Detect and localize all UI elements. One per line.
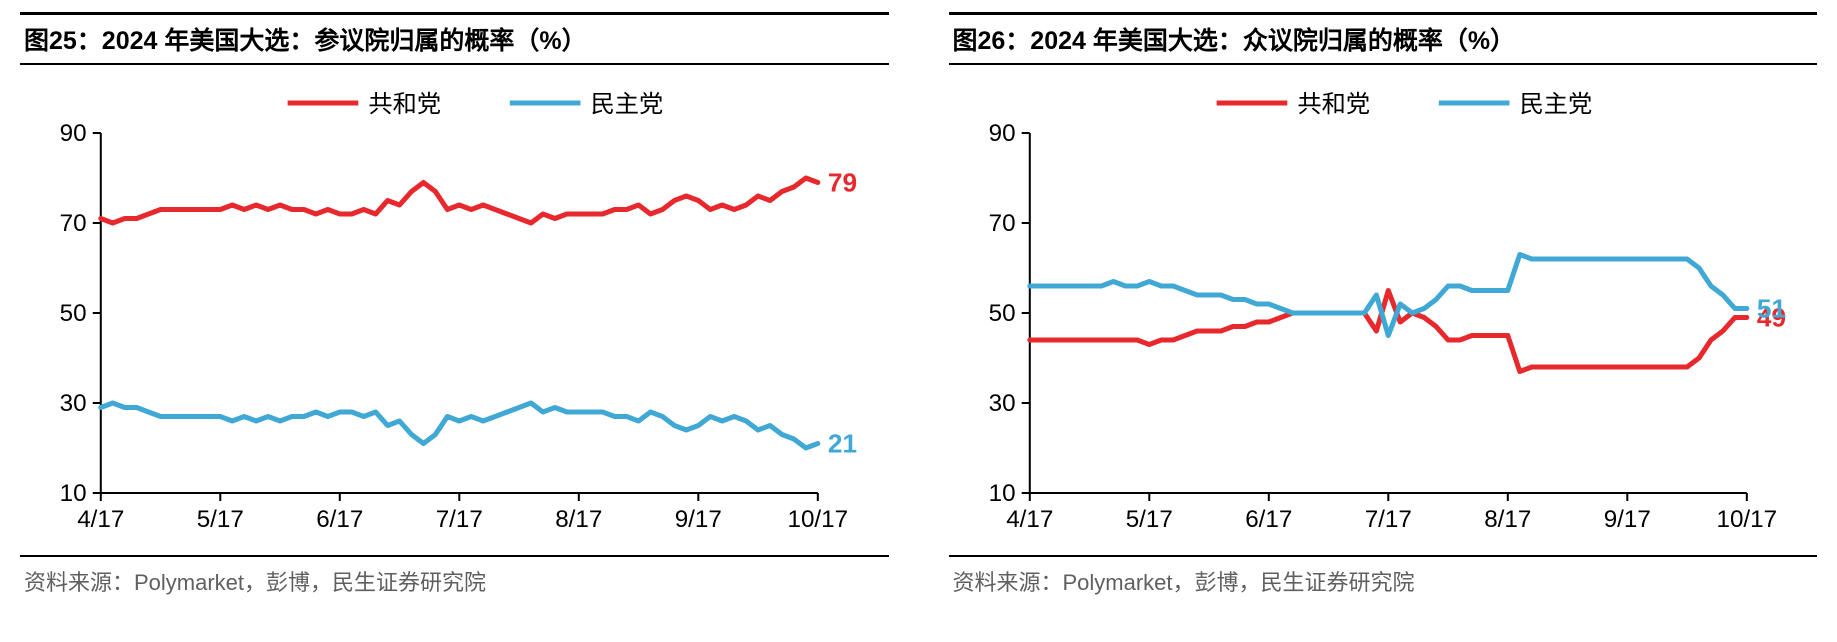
chart25-svg: 10 30 50 70 90 4/17 5/17 6/17 7/17 8/17 9/17 10/17 7…	[20, 73, 889, 543]
x-tick-label: 8/17	[555, 506, 602, 533]
x-tick-label: 9/17	[1603, 506, 1650, 533]
x-tick-label: 5/17	[197, 506, 244, 533]
x-tick-label: 8/17	[1484, 506, 1531, 533]
x-tick-label: 7/17	[1364, 506, 1411, 533]
y-tick-label: 70	[60, 210, 87, 237]
y-tick-label: 10	[988, 480, 1015, 507]
x-tick-label: 6/17	[1245, 506, 1292, 533]
panels-container: 图25：2024 年美国大选：参议院归属的概率（%） 10 30 50 70 90 4/1…	[20, 12, 1817, 597]
x-tick-label: 10/17	[787, 506, 848, 533]
y-tick-label: 50	[60, 300, 87, 327]
series-line-民主党	[101, 403, 818, 448]
chart25-title: 图25：2024 年美国大选：参议院归属的概率（%）	[20, 12, 889, 65]
y-tick-label: 50	[988, 300, 1015, 327]
chart25-area: 10 30 50 70 90 4/17 5/17 6/17 7/17 8/17 9/17 10/17 7…	[20, 73, 889, 543]
x-tick-label: 10/17	[1716, 506, 1777, 533]
x-tick-label: 4/17	[77, 506, 124, 533]
y-tick-label: 30	[60, 390, 87, 417]
x-tick-label: 4/17	[1006, 506, 1053, 533]
series-end-label-民主党: 51	[1756, 294, 1785, 324]
panel-chart26: 图26：2024 年美国大选：众议院归属的概率（%） 10 30 50 70 90 4/1…	[949, 12, 1818, 597]
chart26-svg: 10305070904/175/176/177/178/179/1710/174…	[949, 73, 1818, 543]
x-tick-label: 5/17	[1125, 506, 1172, 533]
chart26-source: 资料来源：Polymarket，彭博，民生证券研究院	[949, 555, 1818, 597]
legend-label: 共和党	[1297, 91, 1370, 118]
y-tick-label: 90	[988, 120, 1015, 147]
series-line-共和党	[101, 178, 818, 223]
chart26-area: 10305070904/175/176/177/178/179/1710/174…	[949, 73, 1818, 543]
panel-chart25: 图25：2024 年美国大选：参议院归属的概率（%） 10 30 50 70 90 4/1…	[20, 12, 889, 597]
legend-label: 共和党	[368, 91, 441, 118]
legend-label: 民主党	[591, 91, 664, 118]
series-end-label-民主党: 21	[828, 429, 857, 459]
y-tick-label: 90	[60, 120, 87, 147]
x-tick-label: 7/17	[436, 506, 483, 533]
chart25-source: 资料来源：Polymarket，彭博，民生证券研究院	[20, 555, 889, 597]
legend-label: 民主党	[1519, 91, 1592, 118]
x-tick-label: 6/17	[316, 506, 363, 533]
y-tick-label: 70	[988, 210, 1015, 237]
x-tick-label: 9/17	[675, 506, 722, 533]
y-tick-label: 10	[60, 480, 87, 507]
chart26-title: 图26：2024 年美国大选：众议院归属的概率（%）	[949, 12, 1818, 65]
series-end-label-共和党: 79	[828, 168, 857, 198]
y-tick-label: 30	[988, 390, 1015, 417]
